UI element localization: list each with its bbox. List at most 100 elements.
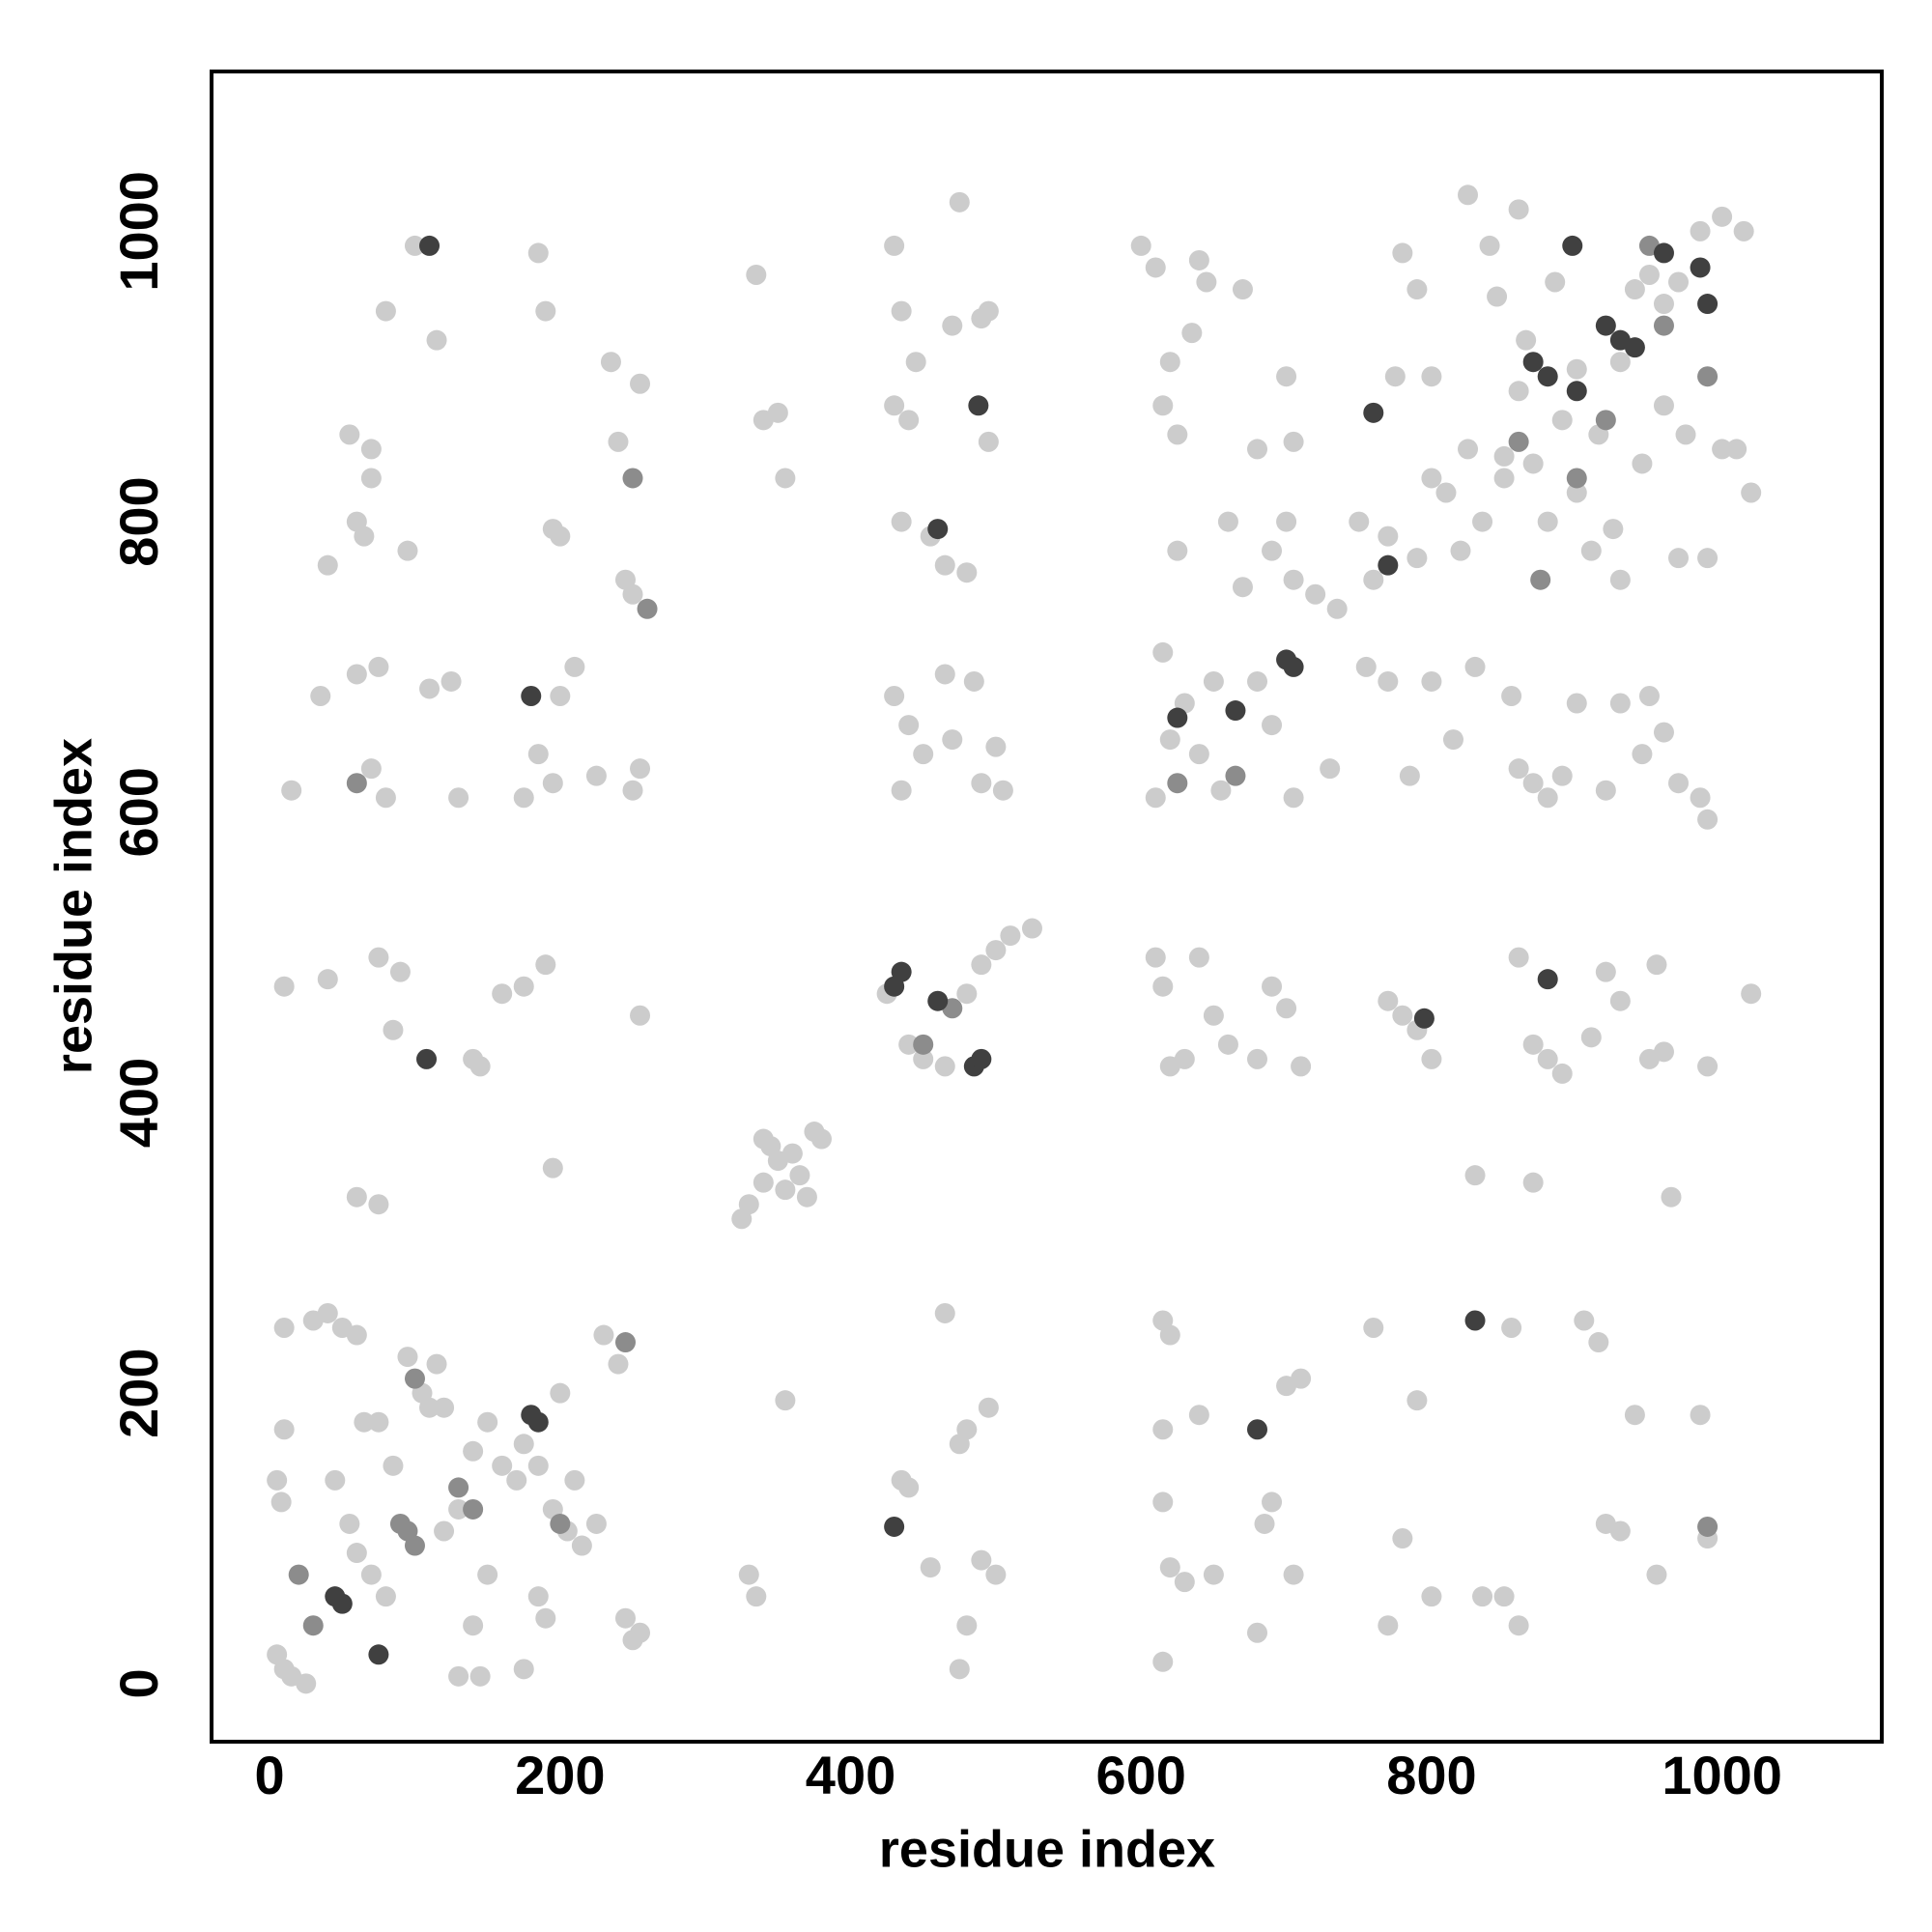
point: [1574, 1310, 1595, 1331]
point: [1661, 1186, 1682, 1208]
point: [1653, 395, 1674, 416]
point: [383, 1455, 404, 1476]
point: [1159, 1557, 1180, 1578]
point: [1406, 548, 1428, 569]
point: [267, 1469, 288, 1491]
point: [1378, 1615, 1399, 1636]
point: [1421, 366, 1442, 387]
point: [360, 439, 382, 460]
point: [1580, 1027, 1602, 1048]
y-tick-label: 400: [108, 1058, 169, 1148]
point: [1152, 1419, 1174, 1440]
point: [614, 1607, 636, 1629]
point: [1406, 279, 1428, 300]
point: [630, 1005, 651, 1026]
point: [622, 583, 643, 605]
point: [1247, 670, 1268, 692]
point: [1152, 395, 1174, 416]
point: [434, 1520, 455, 1542]
point: [956, 1419, 978, 1440]
point: [956, 1615, 978, 1636]
point: [884, 235, 905, 256]
point: [1632, 453, 1653, 474]
point: [934, 1302, 955, 1323]
point: [1203, 670, 1224, 692]
point: [448, 1477, 469, 1498]
point: [1537, 787, 1558, 809]
point: [1392, 1528, 1413, 1549]
x-tick-label: 400: [806, 1745, 895, 1805]
point: [1217, 511, 1238, 532]
point: [1421, 670, 1442, 692]
point: [1609, 569, 1631, 590]
point: [527, 1586, 549, 1607]
point: [1609, 990, 1631, 1011]
point: [346, 1543, 367, 1564]
point: [1697, 294, 1719, 315]
point: [1458, 439, 1479, 460]
point: [404, 1535, 425, 1556]
point: [1530, 569, 1551, 590]
point: [775, 1390, 796, 1411]
point: [1188, 249, 1209, 270]
point: [622, 468, 643, 489]
x-tick-label: 800: [1386, 1745, 1476, 1805]
point: [1595, 410, 1616, 431]
point: [1406, 1390, 1428, 1411]
point: [1145, 257, 1166, 278]
point: [463, 1498, 484, 1520]
point: [1508, 431, 1529, 452]
point: [1595, 315, 1616, 336]
point: [550, 1513, 571, 1534]
point: [346, 1324, 367, 1346]
point: [1493, 1586, 1515, 1607]
point: [346, 1186, 367, 1208]
point: [1392, 1005, 1413, 1026]
point: [884, 1516, 905, 1537]
point: [1493, 445, 1515, 467]
point: [542, 1157, 563, 1179]
point: [273, 976, 295, 997]
point: [1653, 315, 1674, 336]
point: [956, 562, 978, 583]
point: [934, 664, 955, 685]
point: [492, 983, 513, 1005]
point: [913, 1034, 934, 1055]
point: [1624, 279, 1645, 300]
x-tick-label: 200: [515, 1745, 605, 1805]
point: [1675, 424, 1696, 445]
y-axis-label: residue index: [44, 738, 102, 1074]
point: [383, 1019, 404, 1040]
point: [1247, 1048, 1268, 1069]
point: [404, 235, 425, 256]
point: [1487, 286, 1508, 307]
point: [1196, 271, 1217, 293]
point: [1167, 540, 1188, 561]
point: [1464, 1310, 1486, 1331]
point: [891, 961, 912, 982]
point: [585, 1513, 607, 1534]
point: [898, 1477, 920, 1498]
point: [448, 1498, 469, 1520]
point: [1232, 577, 1253, 598]
point: [1609, 1520, 1631, 1542]
y-tick-label: 200: [108, 1348, 169, 1437]
point: [614, 1332, 636, 1353]
point: [942, 729, 963, 751]
point: [1378, 670, 1399, 692]
point: [622, 780, 643, 801]
point: [1188, 744, 1209, 765]
point: [463, 1440, 484, 1462]
point: [1145, 787, 1166, 809]
point: [985, 1564, 1007, 1585]
point: [1225, 700, 1246, 722]
point: [585, 765, 607, 786]
point: [434, 1397, 455, 1418]
point: [1203, 1564, 1224, 1585]
point: [477, 1411, 498, 1433]
point: [1697, 809, 1719, 830]
point: [477, 1564, 498, 1585]
point: [368, 947, 389, 968]
point: [1741, 983, 1762, 1005]
point: [978, 300, 999, 322]
